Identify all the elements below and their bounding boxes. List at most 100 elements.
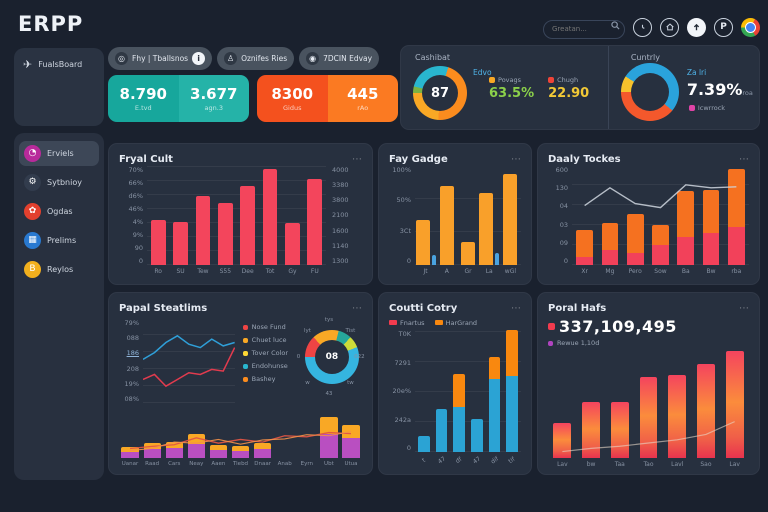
x-axis: Xr Mg Pero Sow Ba Bw rba	[581, 268, 742, 275]
sidebar-item-icon: ◔	[24, 145, 41, 162]
clock-icon[interactable]	[633, 17, 652, 37]
legend-dot	[688, 105, 695, 111]
legend-label: Povags	[498, 76, 522, 84]
x-axis: Ro SU Tew S55 Dee Tot Gy FU	[154, 268, 319, 275]
sidebar-item[interactable]: B Reylos	[19, 257, 99, 282]
sidebar-item-home[interactable]: ✈ FualsBoard	[23, 58, 95, 71]
stat-label: agn.3	[204, 104, 223, 112]
gauge-legend: Povags 63.5%	[489, 76, 534, 101]
legend-value: 22.90	[548, 86, 590, 101]
legend-label: Chugh	[557, 76, 579, 84]
panel-menu-icon[interactable]: ⋯	[352, 153, 362, 165]
sidebar-item-label: Erviels	[47, 149, 74, 158]
y-axis-left: 600 130 04 03 09 0	[555, 166, 568, 265]
legend-value: 63.5%	[489, 86, 535, 101]
panel-coutti-cotry: Coutti Cotry ⋯ Fnartus HarGrand T0K 7291 2…	[378, 292, 532, 475]
kpi-sub-dot	[548, 340, 553, 346]
line-chart: 79% 088 186 208 19% 08%	[119, 319, 235, 403]
y-axis-left: 100% 50% 3Ct 0	[392, 166, 411, 265]
panel-menu-icon[interactable]: ⋯	[511, 302, 521, 314]
panel-title: Daaly Tockes	[548, 153, 621, 165]
panel-papal-steatlims: Papal Steatlims ⋯ 79% 088 186 208 19% 08% Nos…	[108, 292, 373, 475]
stat-card[interactable]: 8300 Gidus	[257, 75, 328, 122]
stat-card[interactable]: 445 rAo	[327, 75, 398, 122]
sidebar-item-icon: ▦	[24, 232, 41, 249]
legend-item: Fnartus	[389, 319, 425, 327]
stat-label: E.tvd	[134, 104, 152, 112]
gauge-left-donut: 87	[413, 66, 467, 120]
stat-label: Gidus	[283, 104, 302, 112]
stat-cards: 8.790 E.tvd 3.677 agn.3 8300 Gidus 445 r…	[108, 75, 398, 122]
sidebar-item-icon: ✿	[24, 203, 41, 220]
sidebar-item-icon: B	[24, 261, 41, 278]
sidebar-item-icon: ⚙	[24, 174, 41, 191]
legend-item: Tover Color	[242, 349, 296, 357]
sidebar-item[interactable]: ◔ Erviels	[19, 141, 99, 166]
donut-center-value: 08	[325, 352, 339, 362]
tab-icon: ♙	[224, 52, 238, 65]
filter-tabs: ◎ Fhy | Tballsnos i ♙ Oznifes Ries ◉ 7DC…	[108, 47, 398, 70]
chrome-avatar[interactable]	[741, 17, 760, 37]
filter-tab[interactable]: ◎ Fhy | Tballsnos i	[108, 47, 213, 70]
tab-icon: ◎	[115, 52, 128, 65]
gauges-panel: Cashibat 87 Edvo Povags 63.5% Chugh 22.9…	[400, 45, 760, 130]
search-box[interactable]	[543, 16, 625, 39]
gauge-legend: Chugh 22.90	[548, 76, 589, 101]
gauge-right-tag: Za lri	[686, 68, 707, 77]
legend-dot	[489, 77, 495, 83]
legend-label: Bashey	[251, 375, 276, 383]
plane-icon: ✈	[23, 58, 33, 71]
panel-title: Coutti Cotry	[389, 302, 458, 314]
search-input[interactable]	[543, 19, 625, 39]
sidebar-item[interactable]: ⚙ Sytbnioy	[19, 170, 99, 195]
profile-circle-icon[interactable]: P	[714, 17, 733, 37]
plot-area	[119, 405, 362, 458]
gauge-left-tag: Edvo	[473, 68, 492, 77]
legend-dot	[242, 337, 248, 343]
legend-label: HarGrand	[445, 318, 478, 327]
legend-item: Nose Fund	[242, 323, 296, 331]
stat-value: 8300	[271, 85, 314, 103]
home-icon[interactable]	[660, 17, 679, 37]
stacked-bar-line-chart: Uanar Raad Cars Neay Aaen Tiebd Dnaar Anab Eyrn U…	[119, 405, 362, 469]
gauge-right-donut	[620, 63, 679, 121]
sidebar-item-label: Sytbnioy	[47, 178, 82, 187]
panel-menu-icon[interactable]: ⋯	[739, 302, 749, 314]
donut-ring: 08	[304, 330, 359, 384]
gauge-left-center-value: 87	[430, 85, 450, 101]
filter-tab[interactable]: ◉ 7DCIN Edvay	[299, 47, 380, 70]
gauge-left-legends: Povags 63.5% Chugh 22.90	[489, 76, 589, 101]
filter-tab[interactable]: ♙ Oznifes Ries	[217, 47, 295, 70]
x-axis: Uanar Raad Cars Neay Aaen Tiebd Dnaar Anab Eyrn U…	[121, 460, 358, 467]
topbar: P	[543, 16, 760, 39]
gauge-right: Cuntrly Za lri 7.39%roa Icwrrock	[607, 46, 759, 129]
sidebar-item-label: Ogdas	[47, 207, 73, 216]
legend-label: Chuet luce	[251, 336, 287, 344]
legend-dot	[389, 320, 397, 325]
stat-value: 445	[347, 85, 379, 103]
sidebar-home-label: FualsBoard	[38, 60, 83, 69]
gauge-right-value-suffix: roa	[742, 89, 753, 97]
tab-info-badge: i	[192, 52, 206, 65]
sidebar-item[interactable]: ▦ Prelims	[19, 228, 99, 253]
gauge-right-legend: Icwrrock	[688, 104, 725, 112]
y-axis-left: 79% 088 186 208 19% 08%	[124, 319, 139, 403]
arrow-circle-icon[interactable]	[687, 17, 706, 37]
panel-menu-icon[interactable]: ⋯	[511, 153, 521, 165]
panel-menu-icon[interactable]: ⋯	[352, 302, 362, 314]
x-axis: t 47 df 47 dif tif	[420, 454, 517, 466]
legend-label: Nose Fund	[251, 323, 286, 331]
stat-card[interactable]: 3.677 agn.3	[178, 75, 249, 122]
plot-area	[572, 166, 749, 265]
panel-title: Poral Hafs	[548, 302, 607, 314]
stat-card[interactable]: 8.790 E.tvd	[108, 75, 179, 122]
sidebar-item[interactable]: ✿ Ogdas	[19, 199, 99, 224]
stacked-bar-chart: T0K 7291 20e% 242a 0 t 47 df 47 dif tif	[389, 330, 521, 468]
kpi-value: 337,109,495	[559, 317, 677, 336]
kpi-dot	[548, 323, 555, 330]
gauge-right-title: Cuntrly	[630, 53, 660, 62]
kpi-sub-row: Rewue 1,10d	[548, 338, 749, 348]
legend-item: Bashey	[242, 375, 296, 383]
gauge-left-title: Cashibat	[415, 53, 451, 62]
panel-menu-icon[interactable]: ⋯	[739, 153, 749, 165]
